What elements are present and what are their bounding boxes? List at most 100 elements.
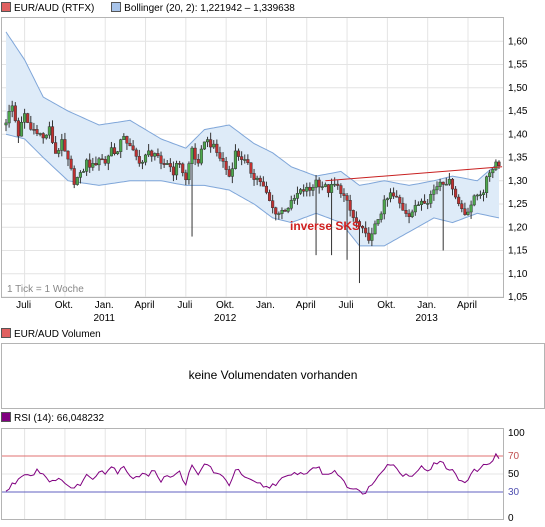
- candle-body: [289, 200, 293, 209]
- price-tick-label: 1,50: [508, 83, 528, 94]
- candle-body: [88, 159, 92, 168]
- tick-note: 1 Tick = 1 Woche: [7, 284, 84, 295]
- candle-body: [268, 192, 272, 201]
- x-month-label: Jan.: [417, 300, 436, 311]
- candle-body: [4, 122, 8, 126]
- candle-body: [311, 187, 315, 191]
- price-y-axis: 1,60 1,55 1,50 1,45 1,40 1,35 1,30 1,25 1,20 1,15…: [508, 36, 528, 303]
- candle-body: [326, 184, 331, 193]
- candle-body: [460, 203, 464, 210]
- candle-body: [162, 163, 166, 165]
- candle-body: [351, 210, 355, 218]
- candle-body: [147, 150, 151, 156]
- candle-body: [457, 196, 461, 204]
- candle-body: [97, 158, 101, 166]
- candle-body: [388, 192, 393, 199]
- rsi-chart: [2, 429, 503, 519]
- candle-body: [181, 163, 185, 174]
- candle-body: [416, 204, 420, 206]
- candle-body: [171, 166, 175, 176]
- candle-body: [271, 200, 275, 208]
- candle-body: [193, 147, 197, 160]
- candle-body: [159, 155, 163, 164]
- candle-body: [38, 133, 42, 135]
- candle-body: [488, 172, 492, 178]
- volume-panel: keine Volumendaten vorhanden: [1, 343, 545, 409]
- candle-body: [16, 120, 20, 137]
- x-month-label: Juli: [16, 300, 31, 311]
- price-legend: EUR/AUD (RTFX) Bollinger (20, 2): 1,2219…: [1, 2, 309, 16]
- rsi-panel: [1, 428, 504, 520]
- candle-body: [63, 139, 67, 152]
- price-swatch: [1, 2, 11, 12]
- x-month-label: Juli: [177, 300, 192, 311]
- candle-body: [336, 183, 340, 186]
- candle-body: [299, 189, 303, 194]
- bollinger-lower: [5, 133, 500, 247]
- candle-body: [240, 156, 244, 160]
- x-month-label: Juli: [339, 300, 354, 311]
- candle-body: [426, 203, 430, 205]
- x-year-label: 2013: [416, 313, 439, 324]
- candle-body: [367, 232, 371, 241]
- candle-body: [66, 150, 70, 160]
- candle-body: [475, 194, 479, 197]
- rsi-legend: RSI (14): 66,048232: [1, 412, 104, 426]
- candle-body: [243, 159, 247, 161]
- rsi-line: [5, 452, 500, 495]
- price-x-axis: Juli Okt. Jan. April Juli Okt. Jan. April Juli Ok…: [16, 300, 477, 324]
- candle-body: [150, 150, 154, 157]
- candle-body: [395, 195, 399, 198]
- candle-body: [249, 162, 253, 174]
- candle-body: [81, 171, 86, 173]
- candle-body: [156, 153, 160, 157]
- rsi-tick-label: 50: [508, 469, 520, 480]
- candle-body: [119, 139, 123, 152]
- candle-body: [447, 178, 451, 185]
- price-tick-label: 1,10: [508, 269, 528, 280]
- candle-body: [320, 186, 324, 188]
- rsi-legend-label: RSI (14): 66,048232: [14, 413, 105, 424]
- candle-body: [494, 161, 498, 170]
- candle-body: [131, 145, 135, 151]
- candle-body: [112, 147, 117, 155]
- candle-body: [230, 168, 234, 177]
- annotation-inverse-sks: inverse SKS: [290, 219, 360, 233]
- candle-body: [205, 139, 210, 143]
- candle-body: [199, 148, 203, 164]
- candle-body: [26, 113, 30, 123]
- candle-body: [286, 207, 290, 212]
- candle-body: [35, 129, 39, 134]
- candle-body: [419, 200, 424, 205]
- bollinger-band: [6, 31, 499, 246]
- candle-body: [342, 193, 346, 196]
- candle-body: [137, 156, 141, 164]
- candle-body: [174, 163, 179, 176]
- candle-body: [348, 200, 352, 211]
- candle-body: [75, 177, 79, 185]
- rsi-tick-label: 100: [508, 428, 525, 439]
- candle-body: [47, 126, 51, 136]
- price-legend-item: EUR/AUD (RTFX): [1, 2, 97, 14]
- candle-body: [184, 172, 188, 181]
- volume-swatch: [1, 328, 11, 338]
- candle-body: [116, 151, 120, 155]
- price-legend-label: EUR/AUD (RTFX): [14, 3, 95, 14]
- candle-body: [134, 149, 138, 157]
- candle-body: [190, 147, 194, 164]
- candle-body: [323, 184, 327, 187]
- rsi-tick-label: 0: [508, 513, 514, 524]
- candle-body: [398, 196, 402, 204]
- candle-body: [72, 168, 76, 185]
- candle-body: [69, 158, 73, 169]
- candle-body: [91, 163, 95, 168]
- candle-body: [435, 186, 439, 191]
- candle-body: [218, 152, 222, 159]
- candle-body: [10, 105, 14, 112]
- candle-body: [153, 153, 157, 157]
- candle-body: [385, 198, 389, 201]
- x-year-label: 2011: [93, 313, 115, 324]
- candle-body: [295, 193, 300, 199]
- x-year-label: 2012: [214, 313, 237, 324]
- candle-body: [78, 172, 82, 178]
